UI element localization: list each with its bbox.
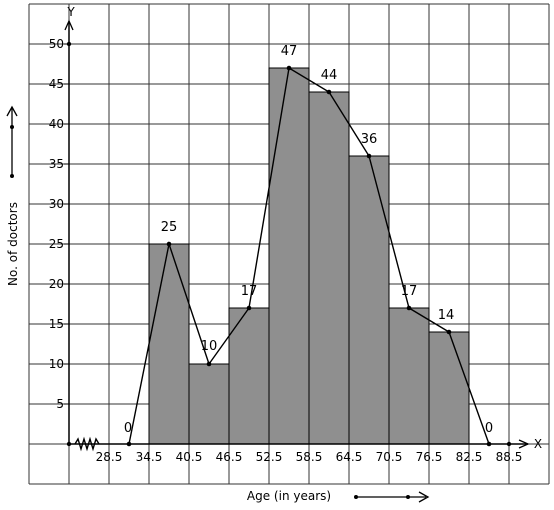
polygon-point: [286, 65, 292, 71]
y-tick-label: 45: [49, 77, 64, 91]
data-label: 17: [241, 284, 258, 299]
x-tick-label: 40.5: [176, 450, 203, 464]
polygon-point: [366, 153, 372, 159]
x-tick-label: 82.5: [456, 450, 483, 464]
polygon-point: [166, 241, 172, 247]
y-tick-label: 40: [49, 117, 64, 131]
histogram-bar: [308, 91, 350, 445]
polygon-point: [126, 441, 132, 447]
data-label: 0: [124, 421, 132, 436]
data-label: 36: [361, 132, 378, 147]
origin-point: [66, 441, 72, 447]
data-label: 0: [485, 421, 493, 436]
tick-labels: 5 10 15 20 25 30 35 40 45 50 28.5 34.5 40.5 46.5 52.5 5…: [49, 37, 523, 464]
data-label: 47: [281, 44, 298, 59]
y-tick-label: 20: [49, 277, 64, 291]
histogram-bar: [388, 307, 430, 445]
x-tick-label: 46.5: [216, 450, 243, 464]
axes: [64, 19, 530, 449]
data-label: 44: [321, 68, 338, 83]
data-label: 14: [438, 308, 455, 323]
y-axis-letter: Y: [66, 5, 75, 19]
polygon-point: [406, 305, 412, 311]
data-label: 25: [161, 220, 178, 235]
x-tick-label: 52.5: [256, 450, 283, 464]
y-tick-label: 15: [49, 317, 64, 331]
x-tick-label: 58.5: [296, 450, 323, 464]
y-tick-label: 30: [49, 197, 64, 211]
data-labels: 0 25 10 17 47 44 36 17 14 0: [124, 44, 493, 436]
y-tick-label: 25: [49, 237, 64, 251]
y-tick-label: 10: [49, 357, 64, 371]
histogram-bar: [148, 243, 190, 445]
y-tick-label: 35: [49, 157, 64, 171]
histogram-bar: [428, 331, 470, 445]
x-axis-letter: X: [534, 437, 542, 451]
frequency-polygon: [126, 65, 492, 447]
x-tick-label: 76.5: [416, 450, 443, 464]
x-tick-label: 34.5: [136, 450, 163, 464]
y-tick-label: 50: [49, 37, 64, 51]
polygon-line: [128, 66, 490, 445]
x-tick-label: 88.5: [496, 450, 523, 464]
polygon-point: [446, 329, 452, 335]
histogram-bar: [188, 363, 230, 445]
axis-break-icon: [74, 436, 100, 452]
histogram-bar: [348, 155, 390, 445]
polygon-point: [486, 441, 492, 447]
x-axis-arrowhead: [518, 439, 530, 449]
histogram-bars: [148, 67, 470, 445]
y-axis-arrowhead: [64, 19, 74, 31]
data-label: 10: [201, 339, 218, 354]
x-axis-end-point: [506, 441, 512, 447]
x-tick-label: 64.5: [336, 450, 363, 464]
histogram-bar: [228, 307, 270, 445]
x-tick-label: 70.5: [376, 450, 403, 464]
y-tick-label: 5: [56, 397, 64, 411]
polygon-point: [206, 361, 212, 367]
y-direction-arrow: [6, 105, 18, 178]
polygon-point: [326, 89, 332, 95]
x-direction-arrow: [354, 491, 430, 503]
x-axis-title: Age (in years): [247, 489, 331, 503]
polygon-point: [246, 305, 252, 311]
y-axis-title: No. of doctors: [6, 202, 20, 286]
histogram-bar: [268, 67, 310, 445]
x-tick-label: 28.5: [96, 450, 123, 464]
data-label: 17: [401, 284, 418, 299]
